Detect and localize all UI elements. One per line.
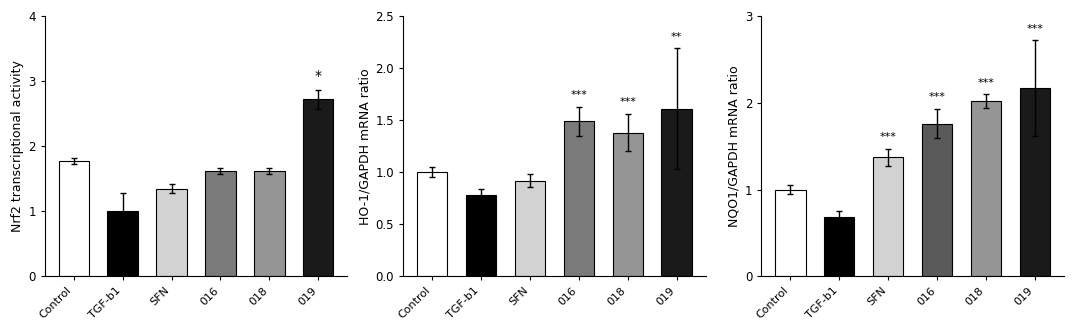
- Text: ***: ***: [619, 98, 636, 108]
- Bar: [254, 171, 285, 276]
- Bar: [465, 195, 497, 276]
- Bar: [417, 172, 447, 276]
- Bar: [613, 133, 643, 276]
- Text: *: *: [315, 69, 321, 83]
- Bar: [775, 190, 805, 276]
- Bar: [661, 109, 692, 276]
- Y-axis label: HO-1/GAPDH mRNA ratio: HO-1/GAPDH mRNA ratio: [358, 68, 371, 224]
- Text: ***: ***: [1027, 24, 1044, 34]
- Bar: [108, 211, 138, 276]
- Bar: [515, 181, 545, 276]
- Text: ***: ***: [879, 132, 897, 142]
- Text: **: **: [671, 32, 683, 42]
- Text: ***: ***: [929, 92, 946, 102]
- Bar: [922, 124, 952, 276]
- Text: ***: ***: [571, 90, 587, 100]
- Text: ***: ***: [977, 78, 994, 88]
- Bar: [563, 121, 594, 276]
- Bar: [58, 161, 89, 276]
- Bar: [205, 171, 235, 276]
- Bar: [156, 189, 187, 276]
- Bar: [303, 99, 333, 276]
- Bar: [825, 217, 855, 276]
- Bar: [971, 101, 1001, 276]
- Bar: [873, 157, 903, 276]
- Y-axis label: Nrf2 transcriptional activity: Nrf2 transcriptional activity: [11, 60, 24, 232]
- Bar: [1020, 88, 1050, 276]
- Y-axis label: NQO1/GAPDH mRNA ratio: NQO1/GAPDH mRNA ratio: [728, 65, 741, 227]
